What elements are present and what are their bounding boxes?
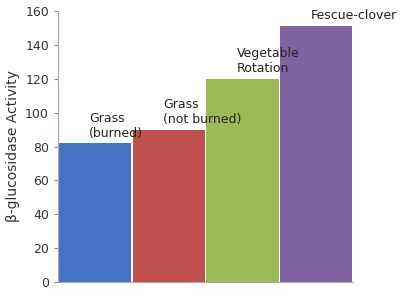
Text: Vegetable
Rotation: Vegetable Rotation: [236, 47, 299, 75]
Bar: [59, 143, 131, 282]
Text: Grass
(burned): Grass (burned): [89, 112, 143, 140]
Bar: [280, 26, 352, 282]
Text: Fescue-clover: Fescue-clover: [310, 9, 397, 22]
Text: Grass
(not burned): Grass (not burned): [163, 98, 241, 126]
Bar: [132, 130, 205, 282]
Y-axis label: β-glucosidase Activity: β-glucosidase Activity: [6, 70, 20, 222]
Bar: [206, 78, 279, 282]
